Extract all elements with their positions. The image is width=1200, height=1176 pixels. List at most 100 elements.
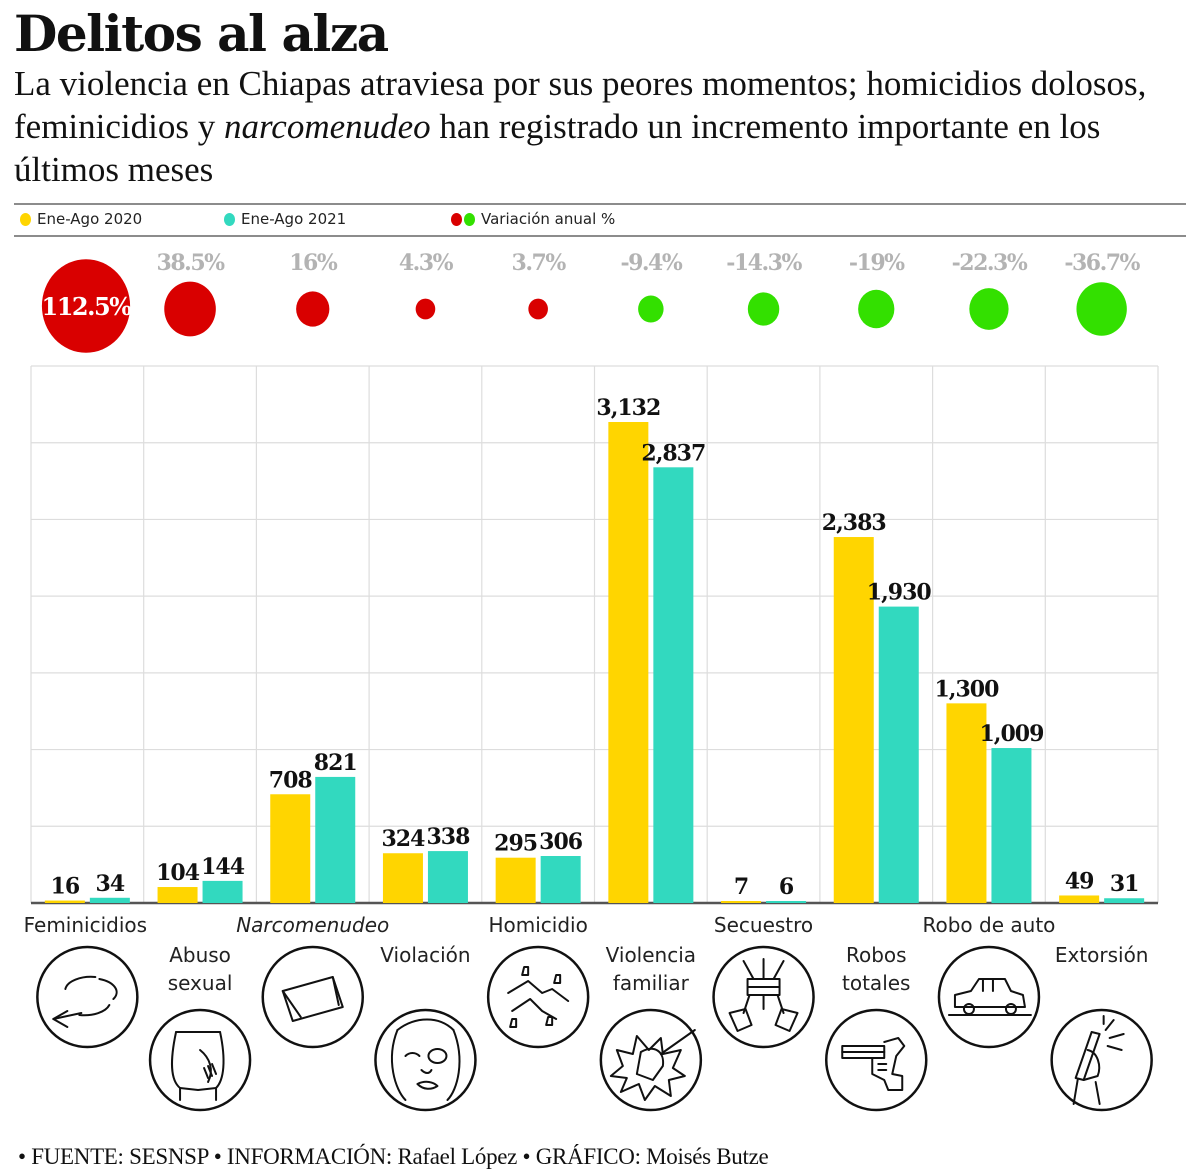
icon-circle (148, 1008, 252, 1112)
icon-circle (36, 945, 139, 1049)
variation-bubble (747, 292, 780, 326)
legend-swatch-decrease (464, 212, 475, 226)
legend-label: Variación anual % (481, 210, 616, 228)
variation-bubble (858, 289, 895, 329)
subtitle-part: La violencia en Chiapas atraviesa por su… (14, 64, 1147, 146)
bar-2020 (946, 703, 987, 903)
data-label-2021: 2,837 (641, 440, 705, 466)
category-label: totales (842, 971, 910, 995)
icon-stroke (281, 990, 302, 1018)
variation-bubble (1076, 282, 1127, 336)
bar-2020 (1059, 895, 1100, 903)
phone-hand-icon (1050, 1008, 1153, 1112)
data-label-2020: 2,383 (822, 510, 886, 536)
variation-label: -19% (849, 250, 905, 276)
subtitle-italic: narcomenudeo (223, 107, 431, 146)
variation-label: 112.5% (42, 292, 133, 321)
bar-2021 (878, 606, 919, 903)
data-label-2021: 1,009 (980, 721, 1044, 747)
legend-label: Ene-Ago 2021 (241, 210, 347, 228)
bar-2021 (991, 748, 1032, 903)
punch-fist-icon (599, 1008, 703, 1112)
data-label-2021: 6 (779, 874, 794, 900)
icon-stroke (728, 1008, 753, 1032)
icon-circle (599, 1008, 703, 1112)
variation-label: 3.7% (512, 250, 567, 276)
icon-stroke (953, 978, 1026, 1008)
category-label: Narcomenudeo (236, 913, 389, 937)
bar-2020 (721, 901, 762, 903)
groping-hand-icon (148, 1008, 252, 1112)
bar-2020 (44, 900, 85, 903)
icon-stroke (396, 1018, 455, 1031)
icon-stroke (659, 1029, 696, 1055)
variation-label: -22.3% (952, 250, 1028, 276)
variation-label: 38.5% (157, 250, 226, 276)
icon-stroke (1082, 1049, 1101, 1081)
data-label-2021: 144 (201, 854, 245, 880)
variation-bubble (164, 281, 216, 337)
data-label-2021: 1,930 (867, 580, 932, 606)
data-label-2020: 7 (734, 874, 748, 900)
icon-stroke (52, 1012, 83, 1020)
bar-2020 (270, 794, 311, 903)
icon-stroke (742, 958, 785, 980)
chart-grid (30, 365, 1159, 905)
icon-stroke (427, 1048, 448, 1064)
category-label: familiar (613, 971, 690, 995)
icon-stroke (64, 975, 97, 990)
category-label: Robo de auto (923, 913, 1056, 937)
icon-stroke (281, 976, 344, 1022)
icon-stroke (420, 1069, 433, 1074)
variation-bubbles: 112.5% 38.5% 16% 4.3% 3.7% -9.4% -14.3% -19% -22… (41, 250, 1142, 353)
category-label: Robos (846, 943, 907, 967)
bar-chart: 112.5% 38.5% 16% 4.3% 3.7% -9.4% -14.3% -19% -22… (24, 250, 1159, 1112)
category-labels: Feminicidios Abuso sexual Narcomenudeo Viola… (24, 913, 1149, 995)
variation-label: 4.3% (399, 250, 454, 276)
category-label: Violencia (606, 943, 696, 967)
data-label-2020: 295 (494, 831, 537, 857)
bar-2020 (833, 537, 874, 903)
bar-2020 (608, 422, 649, 903)
icon-stroke (1072, 1079, 1101, 1105)
icon-stroke (1102, 1015, 1125, 1051)
icon-stroke (203, 1063, 218, 1079)
icon-circle (1050, 1008, 1153, 1112)
chart-bars (44, 422, 1145, 903)
icon-stroke (179, 1087, 218, 1091)
legend-swatch-increase (451, 212, 462, 226)
icon-stroke (509, 1018, 518, 1028)
bar-2020 (495, 857, 536, 903)
legend-item-2021: Ene-Ago 2021 (224, 210, 346, 228)
variation-bubble (296, 291, 330, 327)
data-label-2021: 34 (96, 871, 125, 897)
icon-stroke (981, 978, 994, 992)
bruised-face-icon (374, 1008, 477, 1112)
data-label-2021: 821 (314, 750, 357, 776)
icon-stroke (404, 1052, 421, 1057)
bar-2021 (1104, 898, 1145, 903)
bar-2021 (540, 856, 581, 903)
icon-stroke (774, 1008, 799, 1032)
variation-label: -9.4% (620, 250, 682, 276)
icon-circle (825, 1008, 928, 1112)
subtitle: La violencia en Chiapas atraviesa por su… (14, 62, 1194, 191)
bar-2020 (157, 887, 198, 903)
arrows-circle-icon (36, 945, 139, 1049)
icon-stroke (545, 1016, 554, 1026)
crime-scene-body-icon (486, 945, 590, 1049)
icon-stroke (871, 1037, 906, 1091)
page-title: Delitos al alza (14, 4, 389, 63)
category-icons (36, 945, 1153, 1112)
data-label-2020: 708 (269, 767, 313, 793)
variation-label: -14.3% (726, 250, 802, 276)
icon-stroke (877, 1063, 888, 1071)
icon-stroke (331, 976, 340, 1006)
icon-stroke (507, 980, 570, 1020)
revolver-icon (825, 1008, 928, 1112)
variation-bubble (41, 259, 131, 353)
legend-swatch-2020 (20, 212, 31, 226)
car-icon (937, 945, 1041, 1049)
data-label-2021: 306 (539, 829, 583, 855)
